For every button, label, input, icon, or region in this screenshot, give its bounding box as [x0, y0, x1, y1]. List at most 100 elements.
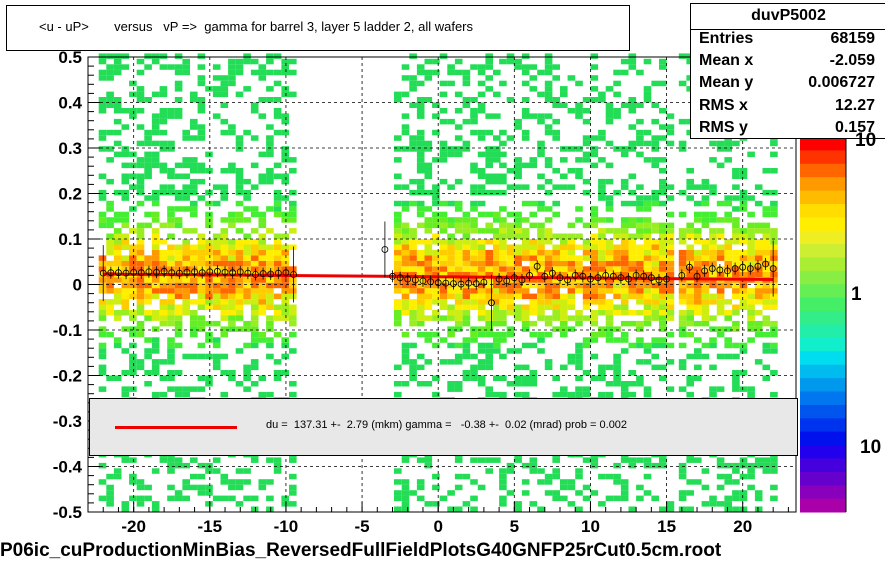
heatmap-cell: [598, 364, 606, 371]
heatmap-cell: [605, 364, 614, 371]
heatmap-cell: [701, 200, 710, 207]
heatmap-cell: [770, 370, 778, 376]
heatmap-cell: [470, 118, 478, 125]
heatmap-cell: [243, 244, 251, 250]
color-scale-cell: [800, 324, 846, 339]
heatmap-cell: [747, 260, 755, 267]
heatmap-cell: [182, 58, 190, 65]
heatmap-cell: [258, 151, 267, 158]
heatmap-cell: [424, 189, 433, 196]
heatmap-cell: [529, 86, 538, 92]
heatmap-cell: [174, 462, 183, 469]
heatmap-cell: [129, 282, 137, 289]
heatmap-cell: [529, 162, 538, 169]
heatmap-cell: [190, 249, 198, 256]
heatmap-cell: [499, 266, 507, 272]
heatmap-cell: [506, 462, 515, 469]
heatmap-cell: [567, 353, 576, 360]
heatmap-cell: [151, 288, 160, 294]
heatmap-cell: [197, 239, 206, 245]
profile-point: [153, 268, 160, 276]
heatmap-cell: [98, 370, 107, 376]
heatmap-cell: [439, 140, 448, 147]
heatmap-cell: [659, 315, 667, 321]
heatmap-cell: [228, 244, 236, 250]
heatmap-cell: [477, 173, 486, 179]
heatmap-cell: [205, 462, 213, 469]
heatmap-cell: [416, 222, 425, 229]
heatmap-cell: [197, 233, 206, 239]
heatmap-cell: [521, 310, 530, 316]
heatmap-cell: [289, 348, 297, 354]
stats-separator: [691, 29, 885, 30]
heatmap-cell: [235, 135, 244, 141]
heatmap-cell: [159, 249, 168, 256]
heatmap-cell: [197, 64, 206, 70]
heatmap-cell: [167, 260, 175, 267]
heatmap-cell: [643, 288, 652, 294]
heatmap-cell: [590, 53, 599, 59]
heatmap-cell: [643, 299, 652, 305]
heatmap-cell: [506, 255, 515, 261]
heatmap-cell: [477, 331, 486, 338]
heatmap-cell: [439, 249, 448, 256]
heatmap-cell: [485, 260, 493, 267]
heatmap-cell: [537, 331, 545, 338]
heatmap-cell: [266, 244, 274, 250]
heatmap-cell: [754, 293, 763, 300]
heatmap-cell: [552, 310, 560, 316]
color-scale-cell: [800, 270, 846, 285]
profile-point: [746, 265, 754, 272]
heatmap-cell: [762, 244, 771, 250]
heatmap-cell: [220, 244, 229, 250]
heatmap-cell: [514, 255, 522, 261]
heatmap-cell: [401, 299, 410, 305]
y-tick-label: 0.1: [58, 230, 82, 249]
heatmap-cell: [151, 151, 160, 158]
heatmap-cell: [686, 195, 694, 201]
heatmap-cell: [98, 58, 107, 65]
heatmap-cell: [159, 129, 168, 136]
heatmap-cell: [651, 222, 659, 229]
heatmap-cell: [197, 129, 206, 136]
heatmap-cell: [197, 108, 206, 114]
heatmap-cell: [159, 146, 168, 152]
heatmap-cell: [258, 173, 267, 179]
heatmap-cell: [493, 249, 501, 256]
heatmap-cell: [167, 184, 175, 190]
heatmap-cell: [529, 255, 538, 261]
heatmap-cell: [529, 331, 538, 338]
heatmap-cell: [567, 484, 576, 491]
heatmap-cell: [598, 184, 606, 190]
heatmap-cell: [770, 495, 778, 502]
heatmap-cell: [544, 320, 553, 327]
heatmap-cell: [739, 386, 748, 392]
heatmap-cell: [266, 146, 274, 152]
heatmap-cell: [151, 337, 160, 343]
heatmap-cell: [243, 320, 251, 327]
heatmap-cell: [499, 228, 507, 234]
heatmap-cell: [462, 146, 471, 152]
heatmap-cell: [582, 135, 591, 141]
heatmap-cell: [106, 206, 114, 212]
profile-point: [724, 267, 731, 275]
heatmap-cell: [159, 304, 168, 310]
heatmap-cell: [159, 118, 168, 125]
heatmap-cell: [470, 184, 478, 190]
heatmap-cell: [243, 86, 251, 92]
heatmap-cell: [250, 282, 259, 289]
heatmap-cell: [243, 277, 251, 283]
heatmap-cell: [493, 151, 501, 158]
heatmap-cell: [694, 260, 702, 267]
heatmap-cell: [537, 506, 545, 512]
heatmap-cell: [537, 299, 545, 305]
heatmap-cell: [228, 310, 236, 316]
heatmap-cell: [281, 146, 289, 152]
heatmap-cell: [281, 178, 289, 185]
heatmap-cell: [686, 375, 694, 381]
heatmap-cell: [432, 260, 440, 267]
heatmap-cell: [144, 353, 152, 360]
heatmap-cell: [159, 282, 168, 289]
heatmap-cell: [182, 135, 190, 141]
heatmap-cell: [521, 233, 530, 239]
